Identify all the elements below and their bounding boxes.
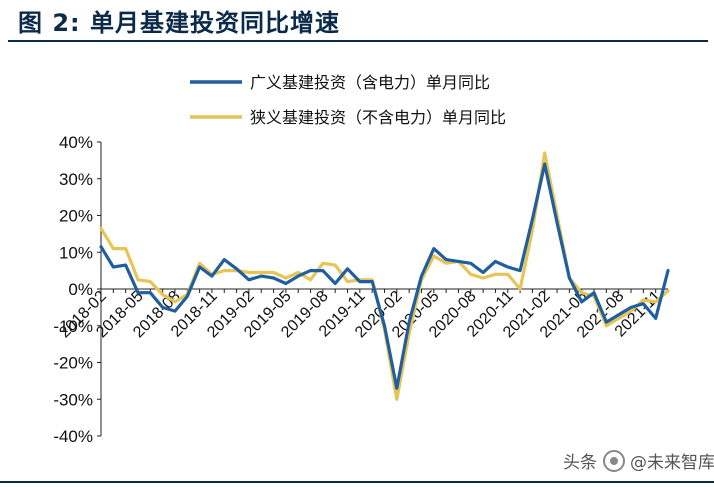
series-line-2 [99,151,670,401]
y-tick-label: -10% [53,317,93,336]
toutiao-logo-icon [603,449,625,472]
x-axis: 2018-022018-052018-082018-112019-022019-… [56,288,669,341]
y-tick-label: -20% [53,354,93,373]
figure-title: 图 2: 单月基建投资同比增速 [18,9,341,37]
legend-label: 广义基建投资（含电力）单月同比 [250,73,490,92]
y-tick-label: 10% [59,243,93,262]
title-divider [8,40,708,42]
y-tick-label: 0% [68,280,93,299]
watermark-handle: @未来智库 [630,453,714,473]
y-tick-label: -40% [53,427,93,446]
y-axis: 40% 30% 20% 10% 0% -10% -20% -30% -40% [53,133,102,446]
series-layer [99,151,670,401]
y-tick-label: 20% [59,207,93,226]
legend-label: 狭义基建投资（不含电力）单月同比 [250,108,506,127]
watermark-prefix: 头条 [563,453,597,473]
y-tick-label: -30% [53,390,93,409]
series-line-1 [99,162,670,390]
bottom-divider [0,481,714,483]
y-tick-label: 40% [59,133,93,152]
watermark: 头条 @未来智库 [563,448,714,473]
y-tick-label: 30% [59,170,93,189]
